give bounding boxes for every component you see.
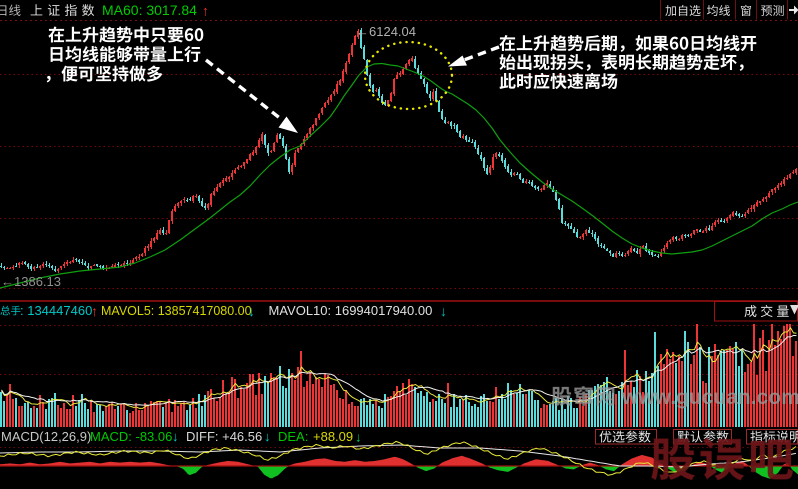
svg-text:↓: ↓: [440, 303, 447, 319]
svg-text:MA60: 3017.84: MA60: 3017.84: [102, 2, 197, 18]
svg-text:DIFF: +46.56: DIFF: +46.56: [186, 429, 262, 444]
svg-text:DEA:: DEA:: [278, 429, 308, 444]
svg-text:MACD: -83.06: MACD: -83.06: [90, 429, 172, 444]
svg-text:: 134447460: : 134447460: [20, 303, 92, 318]
svg-text:MAVOL10: 16994017940.00: MAVOL10: 16994017940.00: [269, 303, 433, 318]
svg-text:↓: ↓: [264, 429, 271, 444]
svg-text:MACD(12,26,9): MACD(12,26,9): [1, 429, 91, 444]
svg-text:↓: ↓: [248, 303, 255, 319]
svg-text:↑: ↑: [91, 303, 98, 319]
svg-text:←6124.04: ←6124.04: [356, 24, 416, 39]
svg-text:↑: ↑: [202, 3, 209, 19]
svg-text:←1386.13: ←1386.13: [1, 274, 61, 289]
svg-text:www.gucuan.com: www.gucuan.com: [621, 386, 798, 409]
svg-text:+88.09: +88.09: [313, 429, 353, 444]
svg-text:↓: ↓: [172, 429, 179, 444]
svg-text:MAVOL5: 13857417080.00: MAVOL5: 13857417080.00: [101, 304, 252, 318]
svg-text:↓: ↓: [355, 430, 362, 445]
